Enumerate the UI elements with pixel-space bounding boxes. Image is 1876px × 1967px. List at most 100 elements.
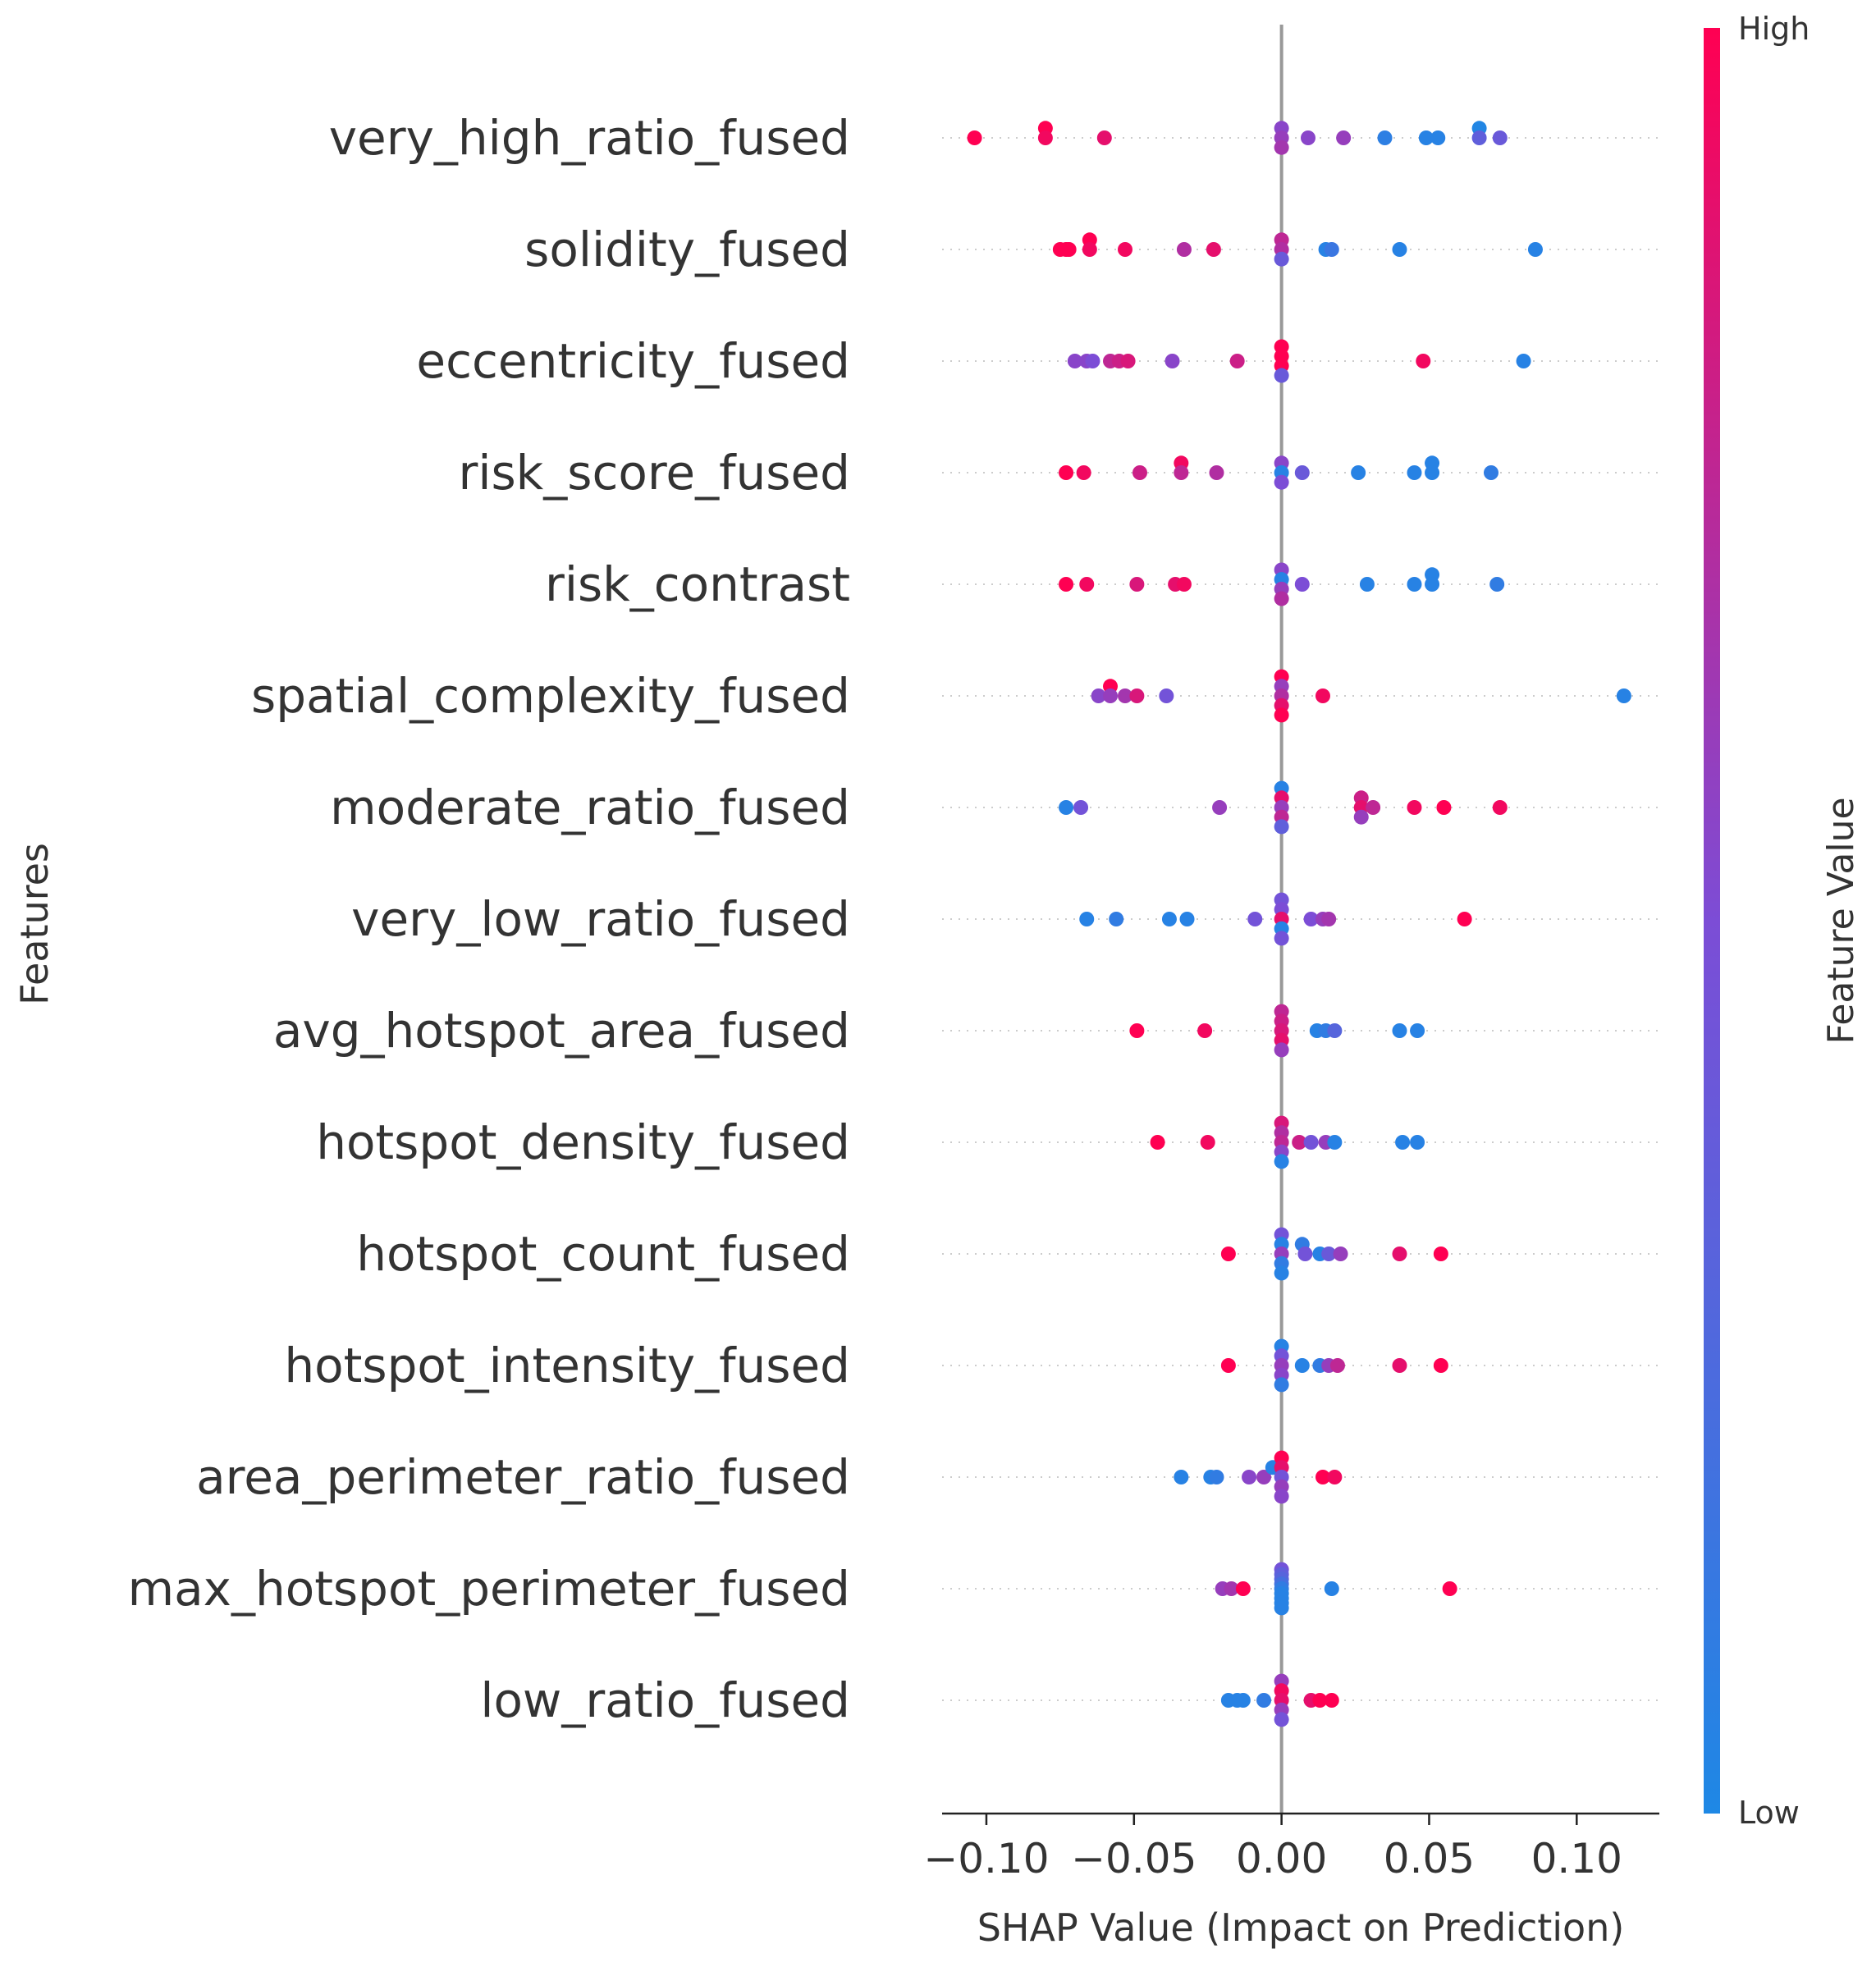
colorbar-low-label: Low (1738, 1795, 1800, 1831)
data-point (1292, 1135, 1307, 1150)
data-point (1096, 130, 1112, 145)
data-point (1159, 688, 1174, 703)
data-point (1274, 591, 1289, 606)
feature-label: moderate_ratio_fused (330, 780, 850, 835)
data-point (1407, 800, 1422, 815)
data-point (1067, 354, 1082, 368)
data-point (1274, 474, 1289, 490)
feature-label: risk_score_fused (458, 445, 850, 501)
data-point (1351, 465, 1366, 480)
row-gridlines (942, 137, 1659, 1701)
data-points (967, 121, 1631, 1727)
data-point (1324, 1693, 1339, 1708)
data-point (1392, 1023, 1407, 1038)
data-point (1037, 130, 1053, 145)
x-tick-label: −0.10 (923, 1835, 1049, 1882)
data-point (1117, 688, 1132, 703)
data-point (1303, 912, 1319, 926)
data-point (1410, 1135, 1425, 1150)
data-point (1209, 1470, 1224, 1484)
data-point (1395, 1135, 1411, 1150)
data-point (1492, 800, 1508, 815)
x-tick-label: 0.05 (1384, 1835, 1475, 1882)
data-point (1321, 912, 1337, 926)
feature-label: very_low_ratio_fused (351, 891, 850, 947)
data-point (1324, 242, 1339, 257)
data-point (1433, 1358, 1448, 1373)
data-point (1457, 912, 1472, 926)
feature-label: hotspot_density_fused (316, 1114, 850, 1170)
data-point (1132, 465, 1147, 480)
data-point (1321, 1247, 1337, 1261)
data-point (1103, 688, 1119, 703)
data-point (1303, 1135, 1319, 1150)
data-point (1366, 800, 1381, 815)
x-tick-label: 0.00 (1236, 1835, 1327, 1882)
feature-label: very_high_ratio_fused (329, 110, 850, 166)
data-point (1294, 577, 1310, 592)
data-point (1206, 242, 1221, 257)
data-point (1176, 577, 1192, 592)
data-point (1327, 1470, 1343, 1484)
data-point (1333, 1247, 1348, 1261)
data-point (1073, 800, 1089, 815)
x-axis-ticks: −0.10 −0.05 0.00 0.05 0.10 (923, 1814, 1622, 1882)
data-point (1079, 912, 1095, 926)
colorbar-high-label: High (1738, 11, 1810, 47)
feature-label: low_ratio_fused (480, 1672, 850, 1728)
data-point (1274, 251, 1289, 267)
feature-label: eccentricity_fused (416, 333, 850, 389)
data-point (1407, 465, 1422, 480)
data-point (1315, 1470, 1330, 1484)
data-point (1197, 1023, 1213, 1038)
data-point (1274, 1154, 1289, 1169)
data-point (1229, 354, 1245, 368)
data-point (1616, 688, 1631, 703)
data-point (1353, 809, 1369, 825)
feature-label: solidity_fused (524, 222, 850, 277)
feature-label: avg_hotspot_area_fused (273, 1003, 850, 1059)
data-point (1294, 465, 1310, 480)
data-point (1242, 1470, 1257, 1484)
data-point (1327, 1135, 1343, 1150)
data-point (1377, 130, 1393, 145)
data-point (1274, 140, 1289, 155)
data-point (1129, 577, 1145, 592)
data-point (1274, 1265, 1289, 1281)
data-point (1425, 465, 1440, 480)
data-point (1220, 1247, 1236, 1261)
data-point (1247, 912, 1263, 926)
feature-label: max_hotspot_perimeter_fused (128, 1561, 850, 1617)
data-point (1312, 1693, 1328, 1708)
data-point (1129, 1023, 1145, 1038)
data-point (1300, 130, 1315, 145)
feature-label: risk_contrast (545, 556, 850, 612)
data-point (1082, 242, 1097, 257)
data-point (1059, 465, 1074, 480)
x-tick-label: −0.05 (1071, 1835, 1197, 1882)
data-point (1274, 931, 1289, 946)
data-point (1315, 688, 1330, 703)
y-axis-label: Features (12, 843, 57, 1005)
data-point (1061, 242, 1077, 257)
data-point (1274, 819, 1289, 835)
data-point (1091, 688, 1106, 703)
data-point (967, 130, 982, 145)
data-point (1489, 577, 1505, 592)
data-point (1161, 912, 1177, 926)
data-point (1407, 577, 1422, 592)
data-point (1274, 368, 1289, 383)
data-point (1164, 354, 1180, 368)
data-point (1076, 465, 1091, 480)
data-point (1483, 465, 1499, 480)
data-point (1256, 1693, 1272, 1708)
data-point (1059, 577, 1074, 592)
data-point (1174, 1470, 1189, 1484)
data-point (1274, 1042, 1289, 1058)
data-point (1129, 688, 1145, 703)
feature-label: area_perimeter_ratio_fused (196, 1449, 850, 1505)
data-point (1235, 1581, 1251, 1596)
data-point (1120, 354, 1136, 368)
data-point (1059, 800, 1074, 815)
